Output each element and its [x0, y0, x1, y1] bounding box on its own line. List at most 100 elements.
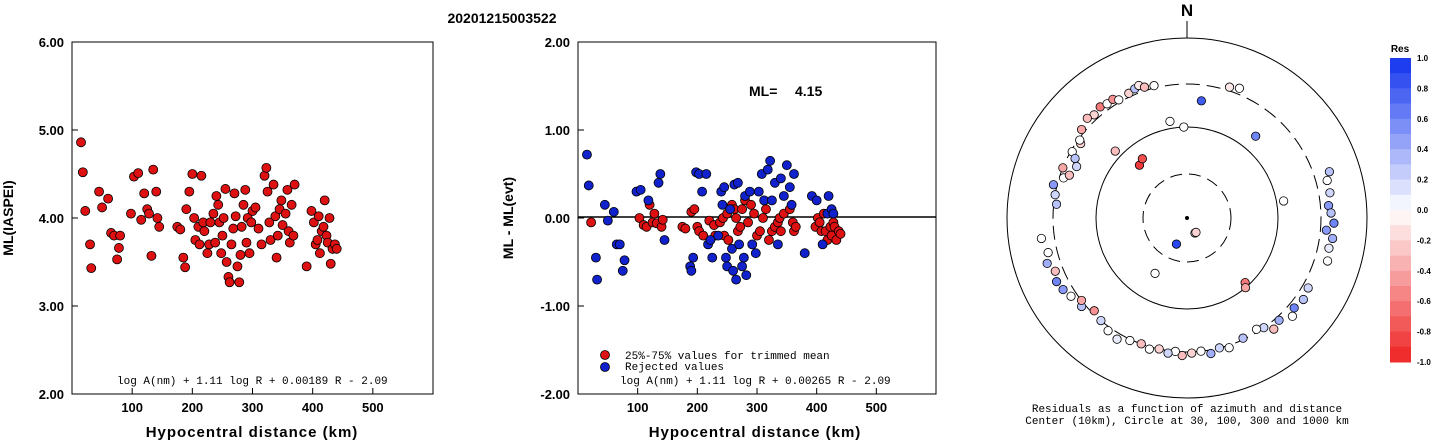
data-point [187, 169, 198, 179]
residual-point [1136, 339, 1146, 349]
data-point [325, 258, 336, 269]
data-point [175, 224, 186, 235]
data-point [262, 186, 273, 197]
data-point [614, 239, 625, 250]
residual-point [1163, 348, 1173, 358]
colorbar-tick-label: 0.0 [1417, 206, 1429, 215]
data-point [811, 195, 822, 206]
data-point [313, 211, 324, 222]
data-point [224, 277, 235, 288]
data-point [789, 169, 799, 179]
mid-x-ticks: 100 200 300 400 500 [627, 388, 887, 415]
data-point [270, 211, 281, 222]
colorbar-cell [1390, 316, 1411, 333]
data-point [253, 223, 264, 234]
legend-rejected-marker [600, 362, 610, 372]
map-points [1036, 80, 1339, 361]
x-tick-label: 400 [302, 400, 324, 415]
data-point [76, 137, 86, 148]
residual-point [1327, 233, 1338, 244]
data-point [608, 206, 619, 217]
epicenter-dot [1185, 216, 1189, 220]
data-point [139, 188, 150, 199]
colorbar-cell [1390, 88, 1411, 105]
data-point [211, 191, 222, 201]
data-point [698, 230, 709, 241]
data-point [697, 186, 708, 197]
data-point [151, 186, 162, 197]
legend-trimmed-label: 25%-75% values for trimmed mean [625, 351, 830, 363]
colorbar-cell [1390, 225, 1411, 241]
data-point [265, 235, 276, 245]
data-point [205, 217, 216, 228]
data-point [583, 180, 594, 191]
residual-point [1325, 188, 1335, 198]
residual-point [1070, 153, 1080, 164]
residual-point [1196, 346, 1206, 356]
data-point [199, 226, 210, 237]
data-point [737, 261, 747, 272]
residual-point [1324, 167, 1334, 177]
residual-point [1251, 324, 1262, 334]
residual-point [1110, 146, 1120, 156]
colorbar: Res 1.0 0.8 0.6 0.4 0.2 0.0 -0.2 -0.4 -0.6 -0.8 -1… [1390, 44, 1431, 367]
residual-point [1089, 306, 1099, 316]
data-point [735, 221, 746, 232]
colorbar-cell [1390, 103, 1411, 120]
data-point [680, 223, 691, 234]
data-point [753, 186, 764, 197]
data-point [152, 213, 163, 223]
data-point [154, 221, 165, 232]
data-point [602, 215, 613, 226]
residual-point [1112, 334, 1122, 344]
data-point [790, 221, 801, 232]
colorbar-ticks: 1.0 0.8 0.6 0.4 0.2 0.0 -0.2 -0.4 -0.6 -0.8 -1.0 [1417, 54, 1431, 367]
data-point [719, 182, 730, 193]
ml-label: ML= [749, 83, 777, 99]
data-point [817, 239, 828, 250]
residual-point [1051, 199, 1062, 209]
data-point [86, 263, 97, 274]
colorbar-cell [1390, 286, 1411, 302]
data-point [592, 274, 602, 285]
x-tick-label: 200 [181, 400, 203, 415]
data-point [97, 202, 107, 213]
left-points [76, 137, 342, 288]
residual-point [1058, 163, 1068, 173]
residual-point [1114, 95, 1124, 105]
data-point [114, 243, 124, 253]
residual-point [1326, 208, 1336, 218]
data-point [737, 204, 747, 215]
residual-point [1096, 315, 1106, 326]
colorbar-cell [1390, 331, 1411, 348]
residual-point [1050, 266, 1060, 276]
data-point [655, 169, 666, 179]
data-point [94, 186, 104, 197]
data-point [250, 202, 261, 213]
residual-point [1179, 122, 1189, 132]
residual-point [1303, 283, 1313, 293]
data-point [649, 208, 660, 219]
data-point [828, 208, 839, 219]
data-point [723, 235, 734, 245]
data-point [115, 230, 126, 241]
data-point [318, 221, 329, 232]
colorbar-cell [1390, 73, 1411, 89]
residual-point [1238, 333, 1248, 343]
data-point [80, 206, 91, 216]
left-x-axis-label: Hypocentral distance (km) [146, 424, 359, 441]
data-point [765, 155, 776, 166]
residual-point [1177, 350, 1187, 361]
data-point [728, 265, 739, 276]
data-point [261, 162, 272, 173]
data-point [731, 274, 742, 285]
data-point [331, 243, 342, 254]
colorbar-cell [1390, 301, 1411, 317]
data-point [236, 221, 247, 232]
data-point [721, 252, 731, 263]
y-tick-label: 1.00 [545, 123, 570, 138]
data-point [733, 177, 743, 188]
y-tick-label: -2.00 [540, 387, 570, 402]
colorbar-tick-label: 1.0 [1417, 54, 1429, 63]
